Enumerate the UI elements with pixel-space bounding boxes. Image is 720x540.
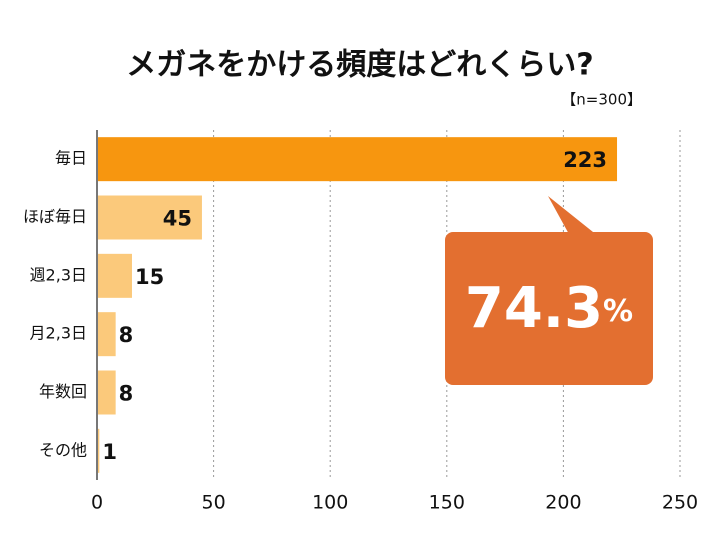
x-tick-label: 150 bbox=[429, 492, 465, 514]
value-label: 8 bbox=[119, 323, 134, 347]
x-tick-label: 50 bbox=[202, 492, 226, 514]
y-tick-label: 年数回 bbox=[39, 382, 87, 401]
bar bbox=[97, 195, 202, 240]
bar bbox=[97, 370, 116, 415]
x-tick-label: 100 bbox=[312, 492, 348, 514]
y-tick-label: 月2,3日 bbox=[30, 324, 87, 343]
x-tick-label: 250 bbox=[662, 492, 698, 514]
callout-pointer bbox=[548, 196, 598, 236]
value-label: 223 bbox=[563, 148, 607, 172]
y-tick-label: 週2,3日 bbox=[30, 265, 87, 284]
value-label: 8 bbox=[119, 382, 134, 406]
x-tick-label: 0 bbox=[91, 492, 103, 514]
callout-value: 74.3 bbox=[465, 276, 603, 341]
x-tick-label: 200 bbox=[545, 492, 581, 514]
y-tick-label: その他 bbox=[39, 440, 87, 459]
chart-subtitle: 【n=300】 bbox=[561, 91, 642, 109]
callout-unit: % bbox=[603, 294, 633, 329]
value-label: 1 bbox=[102, 440, 117, 464]
value-label: 45 bbox=[163, 207, 192, 231]
value-label: 15 bbox=[135, 265, 164, 289]
y-tick-label: ほぼ毎日 bbox=[23, 207, 87, 226]
bar bbox=[97, 137, 618, 182]
callout-text: 74.3% bbox=[465, 276, 633, 341]
bar bbox=[97, 428, 100, 473]
bar bbox=[97, 253, 132, 298]
bar bbox=[97, 312, 116, 357]
y-tick-label: 毎日 bbox=[55, 149, 87, 168]
callout-box bbox=[445, 232, 653, 385]
chart-title: メガネをかける頻度はどれくらい? bbox=[126, 48, 593, 83]
